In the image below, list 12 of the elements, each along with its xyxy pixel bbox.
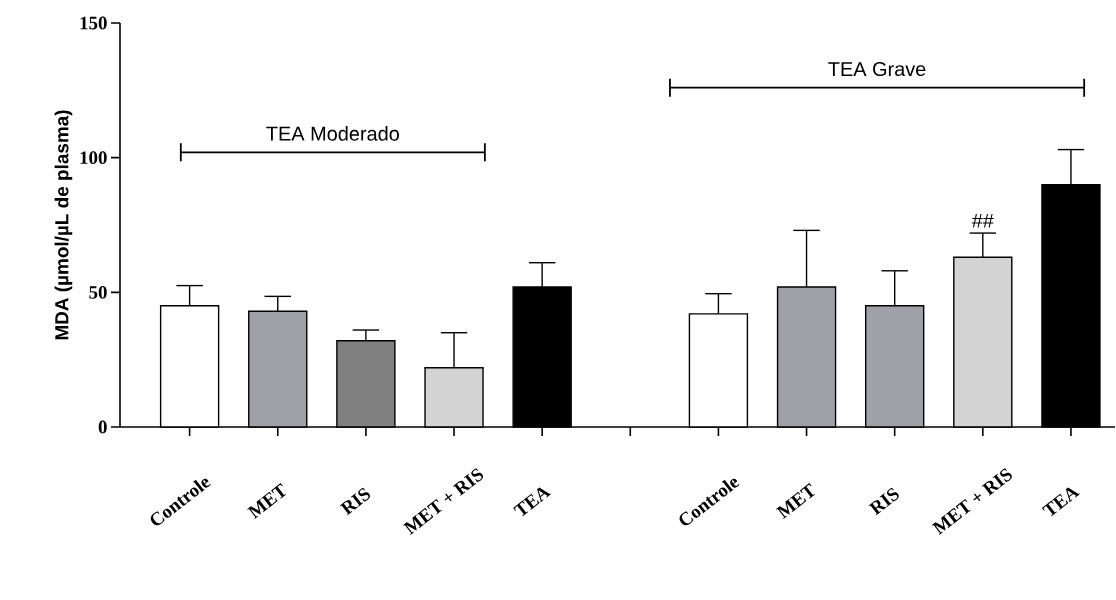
x-tick-label: RIS [868,487,899,516]
y-tick-label: 0 [98,420,107,434]
y-tick-label: 100 [80,151,107,165]
annotation: ## [971,213,994,228]
x-tick-label: RIS [339,487,371,516]
annotation: TEA Moderado [266,126,399,141]
y-tick-label: 50 [89,285,107,299]
x-tick-label: TEA [513,487,552,517]
y-tick-label: 150 [80,16,107,30]
y-axis-title: MDA (µmol/µL de plasma) [54,110,73,340]
x-tick-label: TEA [1041,487,1080,517]
annotation: TEA Grave [828,62,926,77]
